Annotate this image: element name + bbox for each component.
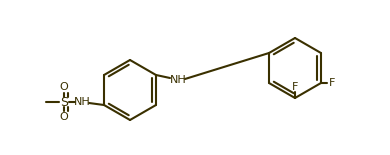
Text: NH: NH [74,97,90,107]
Text: F: F [292,82,298,92]
Text: S: S [60,95,68,108]
Text: F: F [329,78,335,88]
Text: O: O [60,82,68,92]
Text: O: O [60,112,68,122]
Text: NH: NH [170,75,186,85]
